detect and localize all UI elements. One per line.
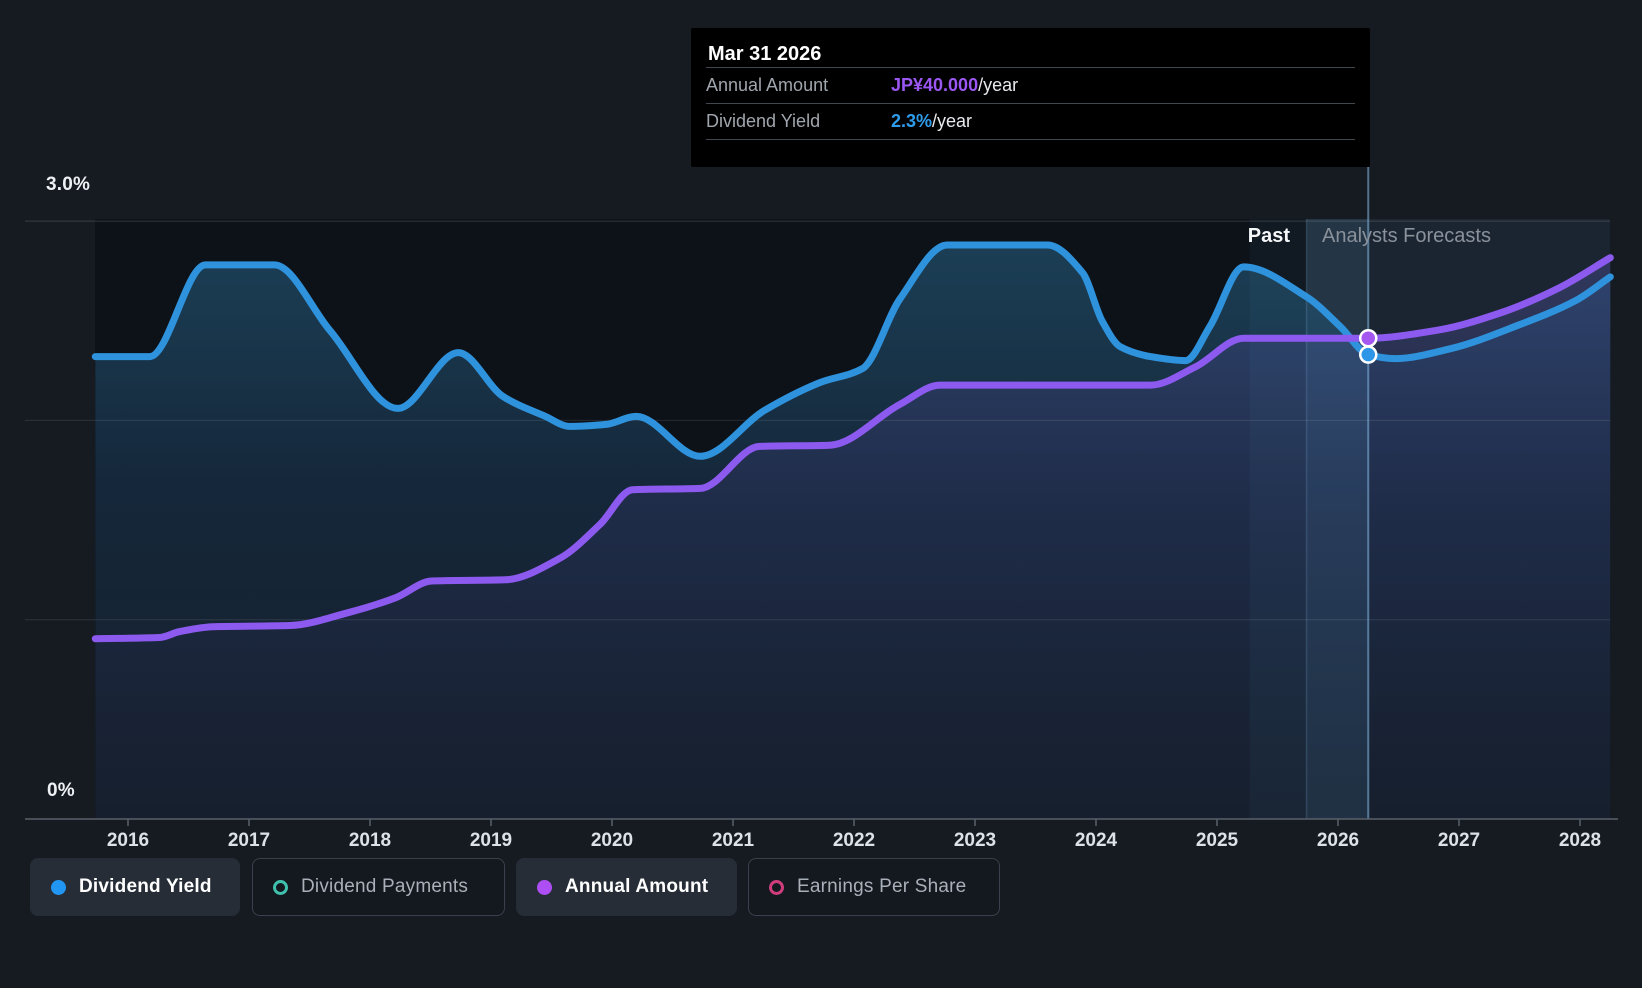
x-axis-label: 2021: [711, 830, 755, 851]
earnings-per-share-ring-icon: [769, 879, 784, 895]
forecast-region-label: Analysts Forecasts: [1322, 225, 1491, 247]
tooltip-value: JP¥40.000: [891, 75, 979, 95]
tooltip-date: Mar 31 2026: [708, 43, 822, 65]
x-axis-label: 2027: [1437, 830, 1481, 851]
dividend-payments-ring-icon: [273, 879, 288, 895]
legend-earnings-per-share-button[interactable]: Earnings Per Share: [748, 858, 1000, 916]
x-axis-label: 2025: [1195, 830, 1239, 851]
x-axis-label: 2022: [832, 830, 876, 851]
x-axis-label: 2020: [590, 830, 634, 851]
past-region-label: Past: [1247, 225, 1290, 247]
x-axis-label: 2024: [1074, 830, 1118, 851]
y-axis-label-top: 3.0%: [46, 174, 91, 195]
chart-tooltip: Mar 31 2026 Annual Amount JP¥40.000/year…: [691, 28, 1370, 167]
tooltip-row-annual-amount: Annual Amount JP¥40.000/year: [706, 67, 1355, 103]
legend-dividend-payments-button[interactable]: Dividend Payments: [252, 858, 505, 916]
legend-annual-amount-button[interactable]: Annual Amount: [516, 858, 737, 916]
x-axis-label: 2026: [1316, 830, 1360, 851]
x-axis-label: 2028: [1558, 830, 1602, 851]
tooltip-row-dividend-yield: Dividend Yield 2.3%/year: [706, 103, 1355, 139]
legend-dividend-yield-button[interactable]: Dividend Yield: [30, 858, 240, 916]
legend-label: Dividend Yield: [79, 876, 212, 897]
annual-amount-dot-icon: [537, 879, 552, 895]
chart-legend: Dividend Yield Dividend Payments Annual …: [0, 858, 1642, 916]
tooltip-label: Annual Amount: [706, 75, 829, 95]
x-axis-label: 2019: [469, 830, 513, 851]
x-axis-label: 2016: [106, 830, 150, 851]
tooltip-label: Dividend Yield: [706, 111, 821, 131]
legend-label: Earnings Per Share: [797, 876, 967, 897]
tooltip-value-suffix: /year: [932, 111, 973, 131]
tooltip-divider: [706, 139, 1355, 140]
x-axis-label: 2017: [227, 830, 271, 851]
y-axis-label-bottom: 0%: [47, 780, 75, 801]
tooltip-value: 2.3%: [891, 111, 933, 131]
x-axis-label: 2018: [348, 830, 392, 851]
x-axis-label: 2023: [953, 830, 997, 851]
legend-label: Dividend Payments: [301, 876, 469, 897]
dividend-yield-dot-icon: [51, 879, 66, 895]
legend-label: Annual Amount: [565, 876, 709, 897]
tooltip-value-suffix: /year: [978, 75, 1019, 95]
